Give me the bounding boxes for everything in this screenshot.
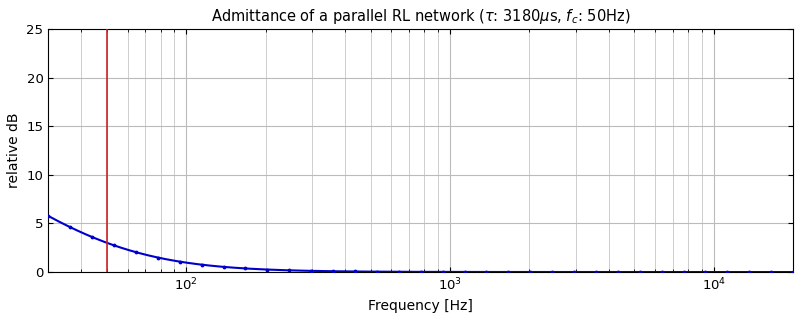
Title: Admittance of a parallel RL network ($\tau$: 3180$\mu$s, $f_c$: 50Hz): Admittance of a parallel RL network ($\t… [211, 7, 630, 26]
X-axis label: Frequency [Hz]: Frequency [Hz] [368, 299, 473, 313]
Y-axis label: relative dB: relative dB [7, 113, 21, 188]
